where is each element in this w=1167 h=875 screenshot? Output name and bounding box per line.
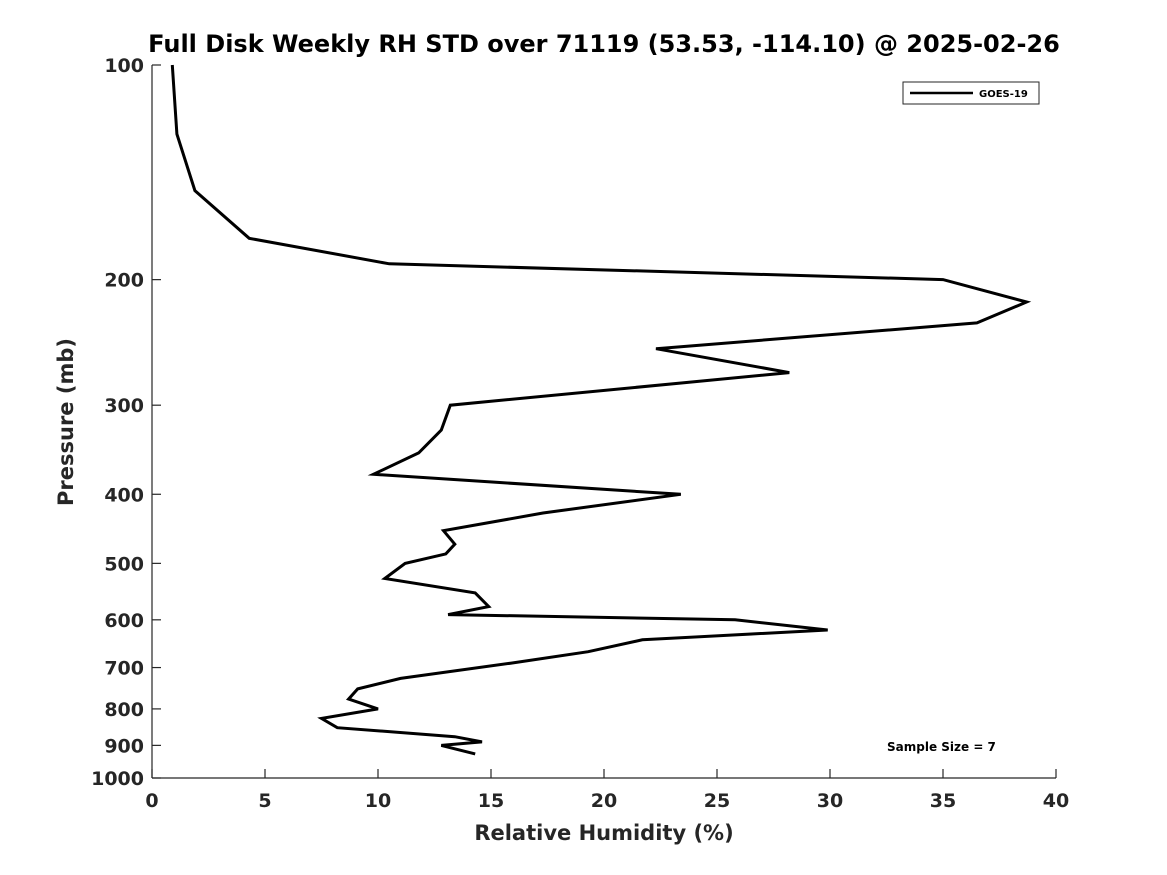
series-layer <box>170 64 1032 756</box>
y-tick-label: 400 <box>104 484 144 506</box>
y-ticks: 100 200 300 400 500 600 700 800 900 1000 <box>91 55 161 790</box>
x-tick-label: 40 <box>1043 790 1069 812</box>
x-tick-label: 0 <box>145 790 158 812</box>
legend-entry-goes-19: GOES-19 <box>979 89 1028 100</box>
plot-area: 0 5 10 15 20 25 30 35 40 100 200 300 400 500 600 700 80… <box>91 55 1069 812</box>
y-tick-label: 600 <box>104 610 144 632</box>
y-tick-label: 700 <box>104 658 144 680</box>
y-axis-label: Pressure (mb) <box>54 338 78 506</box>
sample-size-annotation: Sample Size = 7 <box>887 740 996 754</box>
x-tick-label: 25 <box>704 790 730 812</box>
x-tick-label: 30 <box>817 790 843 812</box>
legend: GOES-19 <box>902 81 1040 105</box>
y-tick-label: 1000 <box>91 768 144 790</box>
x-tick-label: 35 <box>930 790 956 812</box>
x-tick-label: 10 <box>365 790 391 812</box>
y-tick-label: 300 <box>104 395 144 417</box>
series-line-goes-19 <box>170 64 1032 756</box>
y-tick-label: 800 <box>104 699 144 721</box>
x-axis-label: Relative Humidity (%) <box>474 821 733 845</box>
x-tick-label: 20 <box>591 790 617 812</box>
chart-title: Full Disk Weekly RH STD over 71119 (53.5… <box>148 30 1060 58</box>
x-tick-label: 15 <box>478 790 504 812</box>
y-tick-label: 100 <box>104 55 144 77</box>
y-tick-label: 200 <box>104 270 144 292</box>
x-ticks: 0 5 10 15 20 25 30 35 40 <box>145 769 1069 812</box>
x-tick-label: 5 <box>258 790 271 812</box>
y-tick-label: 500 <box>104 553 144 575</box>
y-tick-label: 900 <box>104 735 144 757</box>
